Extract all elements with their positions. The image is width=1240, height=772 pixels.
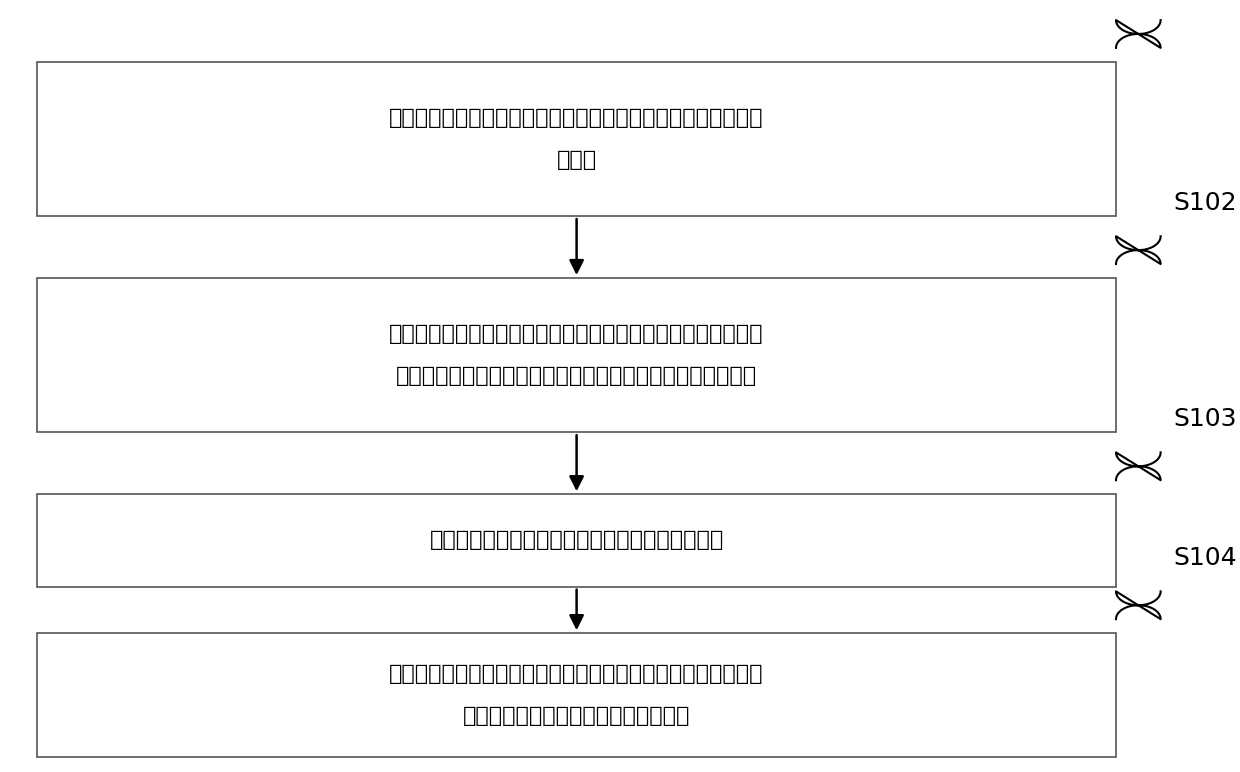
Bar <box>37 278 1116 432</box>
Text: 所述主单元模块接收所述扰动电流，分析所述扰动电流携带的编: 所述主单元模块接收所述扰动电流，分析所述扰动电流携带的编 <box>389 664 764 683</box>
Text: 当所述配电网发生单相接地故障，所述主单元模块向所述配电网: 当所述配电网发生单相接地故障，所述主单元模块向所述配电网 <box>389 324 764 344</box>
Text: S103: S103 <box>1173 407 1236 431</box>
Text: S102: S102 <box>1173 191 1236 215</box>
Text: 故障相: 故障相 <box>557 151 596 170</box>
Text: 码信息，确定单相接地故障发生的位置: 码信息，确定单相接地故障发生的位置 <box>463 706 691 726</box>
Bar <box>37 494 1116 587</box>
Bar <box>37 62 1116 216</box>
Bar <box>37 633 1116 757</box>
Text: S104: S104 <box>1173 546 1236 570</box>
Text: 中注入扰动电压信号，将所述扰动电压信号传递至副单元模块: 中注入扰动电压信号，将所述扰动电压信号传递至副单元模块 <box>396 367 758 386</box>
Text: 所述副单元模块接收所述扰动电压并产生扰动电流: 所述副单元模块接收所述扰动电压并产生扰动电流 <box>429 530 724 550</box>
Text: 主单元模块接收配电网三相电压信息，识别单相接地故障，确定: 主单元模块接收配电网三相电压信息，识别单相接地故障，确定 <box>389 108 764 127</box>
